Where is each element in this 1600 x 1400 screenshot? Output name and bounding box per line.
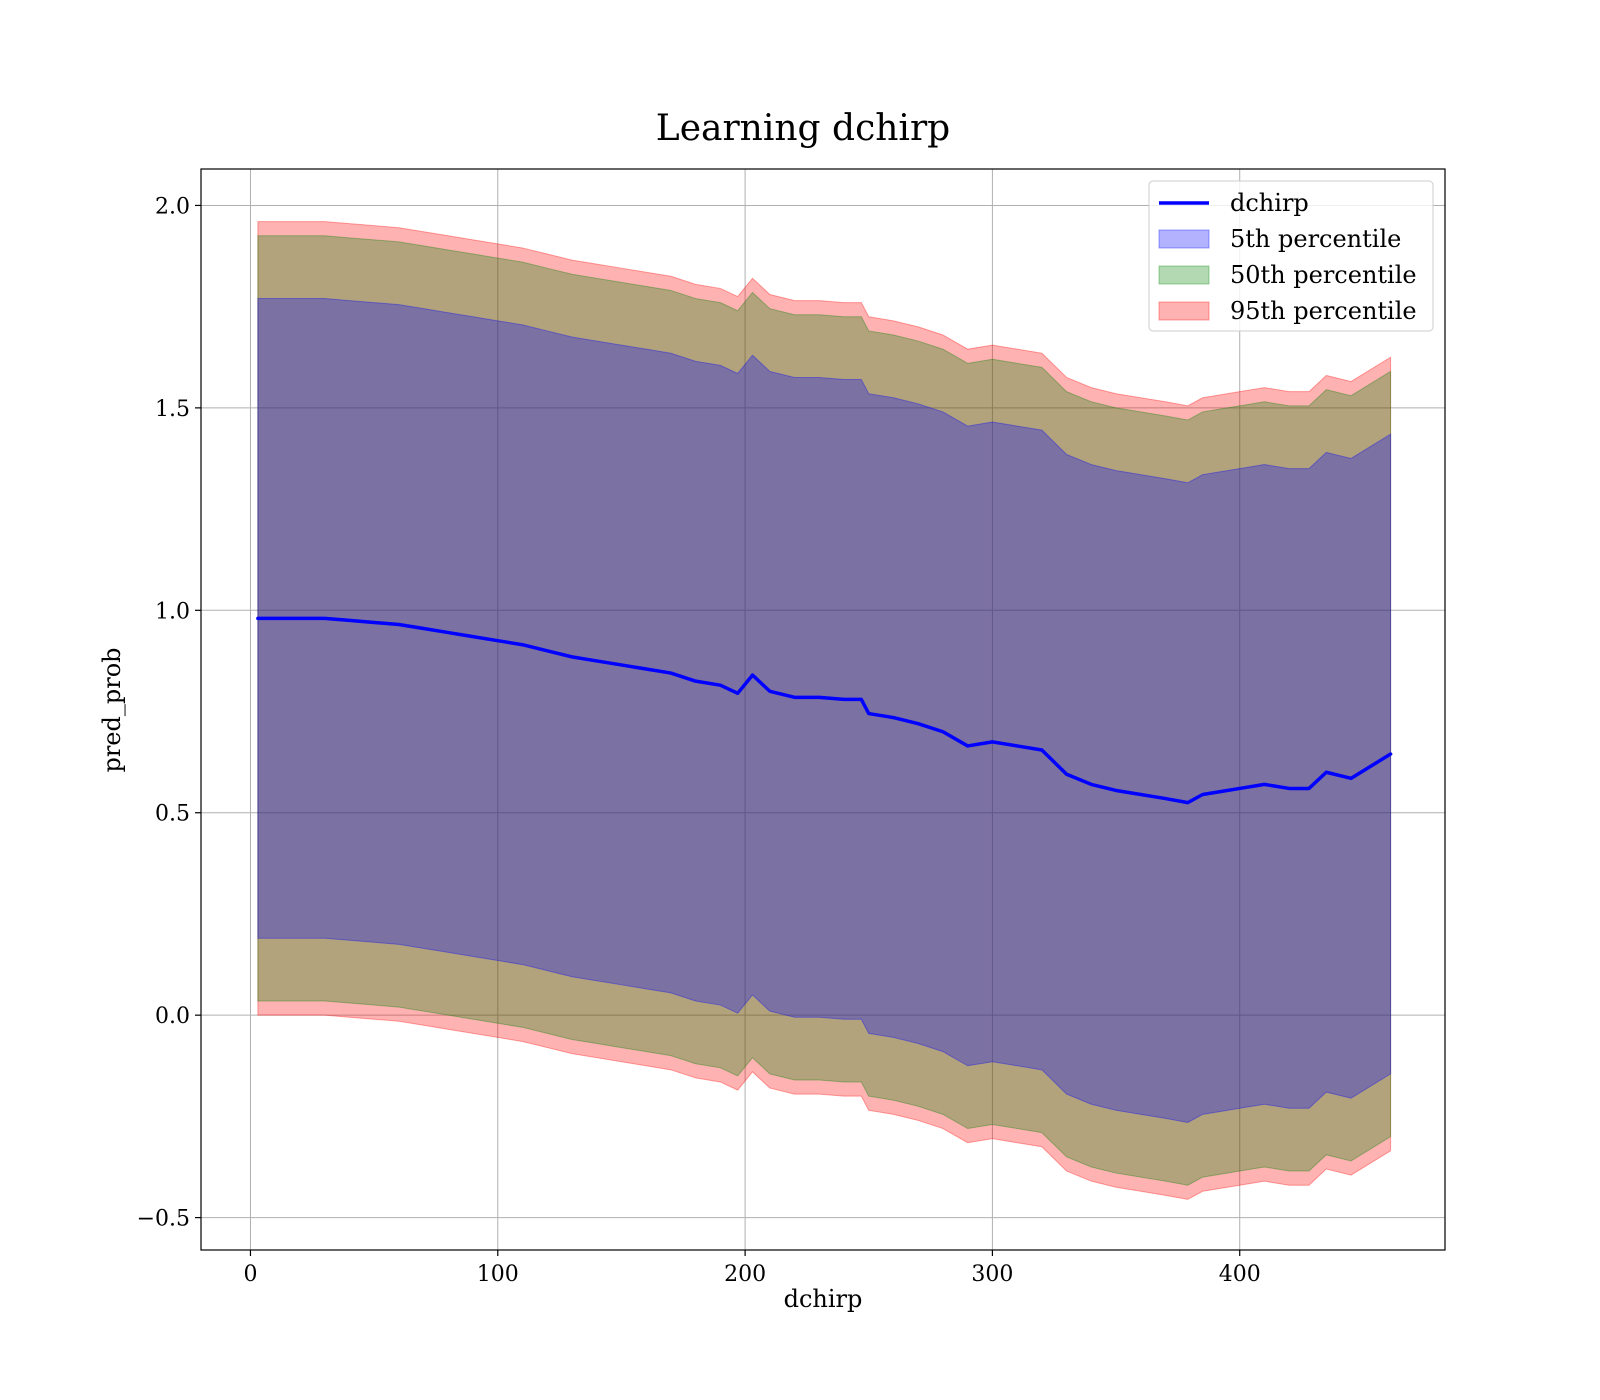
x-axis-label: dchirp [784, 1285, 863, 1313]
legend: dchirp 5th percentile 50th percentile 95th … [1148, 180, 1434, 332]
y-tick-label-4: 1.5 [155, 397, 190, 422]
x-tick-label-4: 400 [1219, 1262, 1261, 1287]
band-50th-percentile [257, 235, 1392, 1186]
dchirp-line-layer [256, 616, 1393, 805]
y-tick-label-1: 0.0 [155, 1004, 190, 1029]
x-axis-ticks: 0 100 200 300 400 [243, 1250, 1261, 1287]
x-tick-label-2: 200 [724, 1262, 766, 1287]
y-axis-ticks: −0.5 0.0 0.5 1.0 1.5 2.0 [137, 194, 201, 1232]
legend-swatch-5th-percentile [1158, 229, 1210, 249]
chart-title: Learning dchirp [656, 108, 950, 149]
plot-frame [200, 168, 1446, 1251]
legend-label-95th-percentile: 95th percentile [1230, 297, 1417, 325]
legend-label-5th-percentile: 5th percentile [1230, 225, 1401, 253]
x-tick-label-1: 100 [477, 1262, 519, 1287]
band-5th-percentile [257, 298, 1392, 1123]
y-tick-label-5: 2.0 [155, 194, 190, 219]
x-tick-label-3: 300 [971, 1262, 1013, 1287]
legend-swatch-95th-percentile [1158, 301, 1210, 321]
y-tick-label-3: 1.0 [155, 599, 190, 624]
legend-label-dchirp: dchirp [1230, 189, 1309, 217]
y-tick-label-2: 0.5 [155, 802, 190, 827]
y-axis-label: pred_prob [98, 647, 126, 772]
legend-swatch-50th-percentile [1158, 265, 1210, 285]
legend-label-50th-percentile: 50th percentile [1230, 261, 1417, 289]
series-line-dchirp [256, 616, 1393, 805]
y-tick-label-0: −0.5 [137, 1207, 190, 1232]
x-tick-label-0: 0 [243, 1262, 257, 1287]
band-95th-percentile [257, 221, 1392, 1200]
percentile-bands [257, 221, 1392, 1200]
legend-box [1148, 180, 1434, 332]
